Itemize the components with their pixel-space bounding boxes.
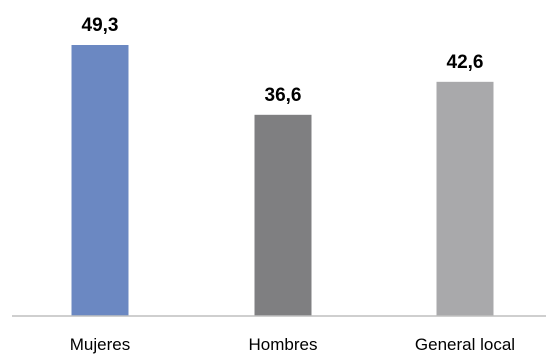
value-label: 49,3 bbox=[82, 15, 119, 36]
value-label: 42,6 bbox=[447, 52, 484, 73]
bar-hombres bbox=[254, 114, 312, 316]
bar-general-local bbox=[436, 81, 494, 316]
bars-group bbox=[71, 45, 494, 316]
category-label: Hombres bbox=[249, 335, 318, 354]
value-labels-group: 49,3 36,6 42,6 bbox=[82, 15, 484, 106]
bar-mujeres bbox=[71, 45, 129, 316]
category-labels-group: Mujeres Hombres General local bbox=[70, 335, 515, 354]
category-label: Mujeres bbox=[70, 335, 130, 354]
category-label: General local bbox=[415, 335, 515, 354]
value-label: 36,6 bbox=[265, 85, 302, 106]
